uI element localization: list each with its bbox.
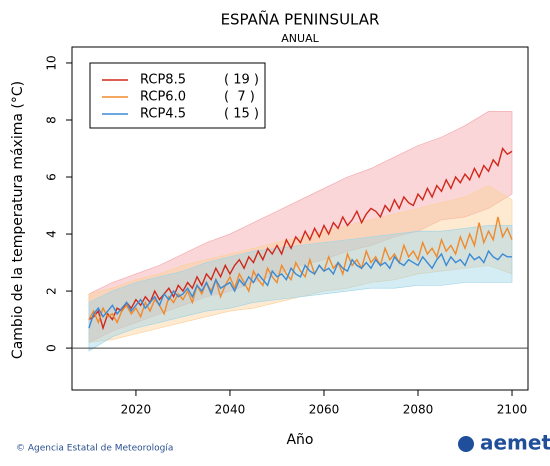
range-band — [88, 111, 513, 343]
y-axis-label: Cambio de la temperatura máxima (°C) — [10, 81, 26, 359]
chart-subtitle: ANUAL — [281, 32, 319, 45]
legend-label: RCP4.5 — [140, 107, 186, 122]
legend-count: ( 7 ) — [224, 90, 255, 105]
chart-title: ESPAÑA PENINSULAR — [221, 10, 380, 29]
x-tick-label: 2020 — [121, 403, 152, 417]
plot-frame — [71, 46, 529, 391]
legend-label: RCP8.5 — [140, 73, 186, 88]
x-axis-label: Año — [286, 432, 313, 448]
y-tick-label: 4 — [45, 230, 59, 238]
y-tick-label: 8 — [44, 116, 58, 124]
x-tick-label: 2100 — [497, 403, 528, 417]
plot-area — [72, 111, 528, 352]
legend-label: RCP6.0 — [140, 90, 186, 105]
legend: RCP8.5 ( 19 ) RCP6.0 ( 7 ) RCP4.5 ( 15 ) — [89, 62, 266, 129]
credit: © Agencia Estatal de Meteorología — [16, 444, 173, 454]
series-line — [88, 249, 513, 329]
logo: aemet — [458, 431, 550, 455]
x-tick-label: 2040 — [215, 403, 246, 417]
range-band — [88, 225, 513, 352]
legend-count: ( 19 ) — [224, 73, 259, 88]
logo-text: aemet — [480, 431, 550, 455]
y-tick-label: 10 — [45, 55, 59, 70]
logo-icon — [458, 436, 474, 452]
series-line — [88, 147, 513, 331]
x-tick-label: 2060 — [309, 403, 340, 417]
y-tick-label: 0 — [45, 344, 59, 352]
x-tick-label: 2080 — [403, 403, 434, 417]
y-tick-label: 6 — [45, 173, 59, 181]
legend-box — [89, 62, 266, 129]
legend-count: ( 15 ) — [224, 107, 259, 122]
y-tick-label: 2 — [45, 287, 59, 295]
